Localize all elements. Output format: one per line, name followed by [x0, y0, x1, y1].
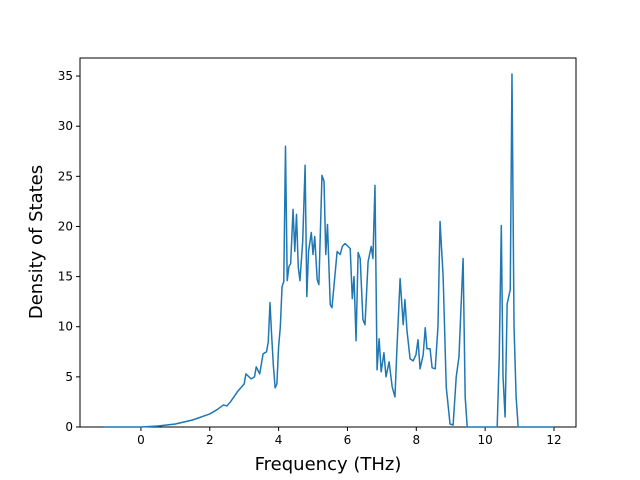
y-tick-label: 25 — [58, 169, 73, 183]
x-tick-label: 10 — [477, 433, 492, 447]
x-tick-label: 2 — [206, 433, 214, 447]
x-tick-label: 8 — [412, 433, 420, 447]
y-tick-label: 5 — [65, 370, 73, 384]
y-tick-label: 10 — [58, 320, 73, 334]
x-tick-label: 6 — [344, 433, 352, 447]
y-tick-label: 35 — [58, 69, 73, 83]
y-tick-label: 0 — [65, 420, 73, 434]
y-axis-label: Density of States — [26, 165, 47, 319]
x-axis-label: Frequency (THz) — [255, 454, 402, 475]
x-tick-label: 0 — [137, 433, 145, 447]
x-tick-label: 12 — [546, 433, 561, 447]
y-tick-label: 30 — [58, 119, 73, 133]
line — [103, 73, 554, 428]
y-tick-label: 15 — [58, 270, 73, 284]
x-tick-label: 4 — [275, 433, 283, 447]
y-tick-label: 20 — [58, 219, 73, 233]
plot-frame — [79, 57, 577, 428]
